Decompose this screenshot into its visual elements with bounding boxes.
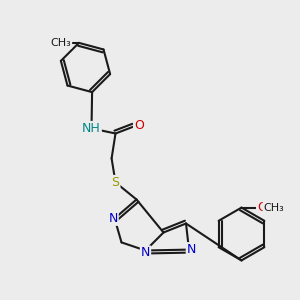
Text: CH₃: CH₃ [50, 38, 71, 48]
Text: N: N [187, 243, 196, 256]
Text: N: N [108, 212, 118, 225]
Text: O: O [134, 118, 144, 132]
Text: NH: NH [82, 122, 101, 135]
Text: CH₃: CH₃ [263, 202, 284, 213]
Text: O: O [257, 201, 267, 214]
Text: N: N [141, 246, 150, 260]
Text: S: S [112, 176, 119, 189]
